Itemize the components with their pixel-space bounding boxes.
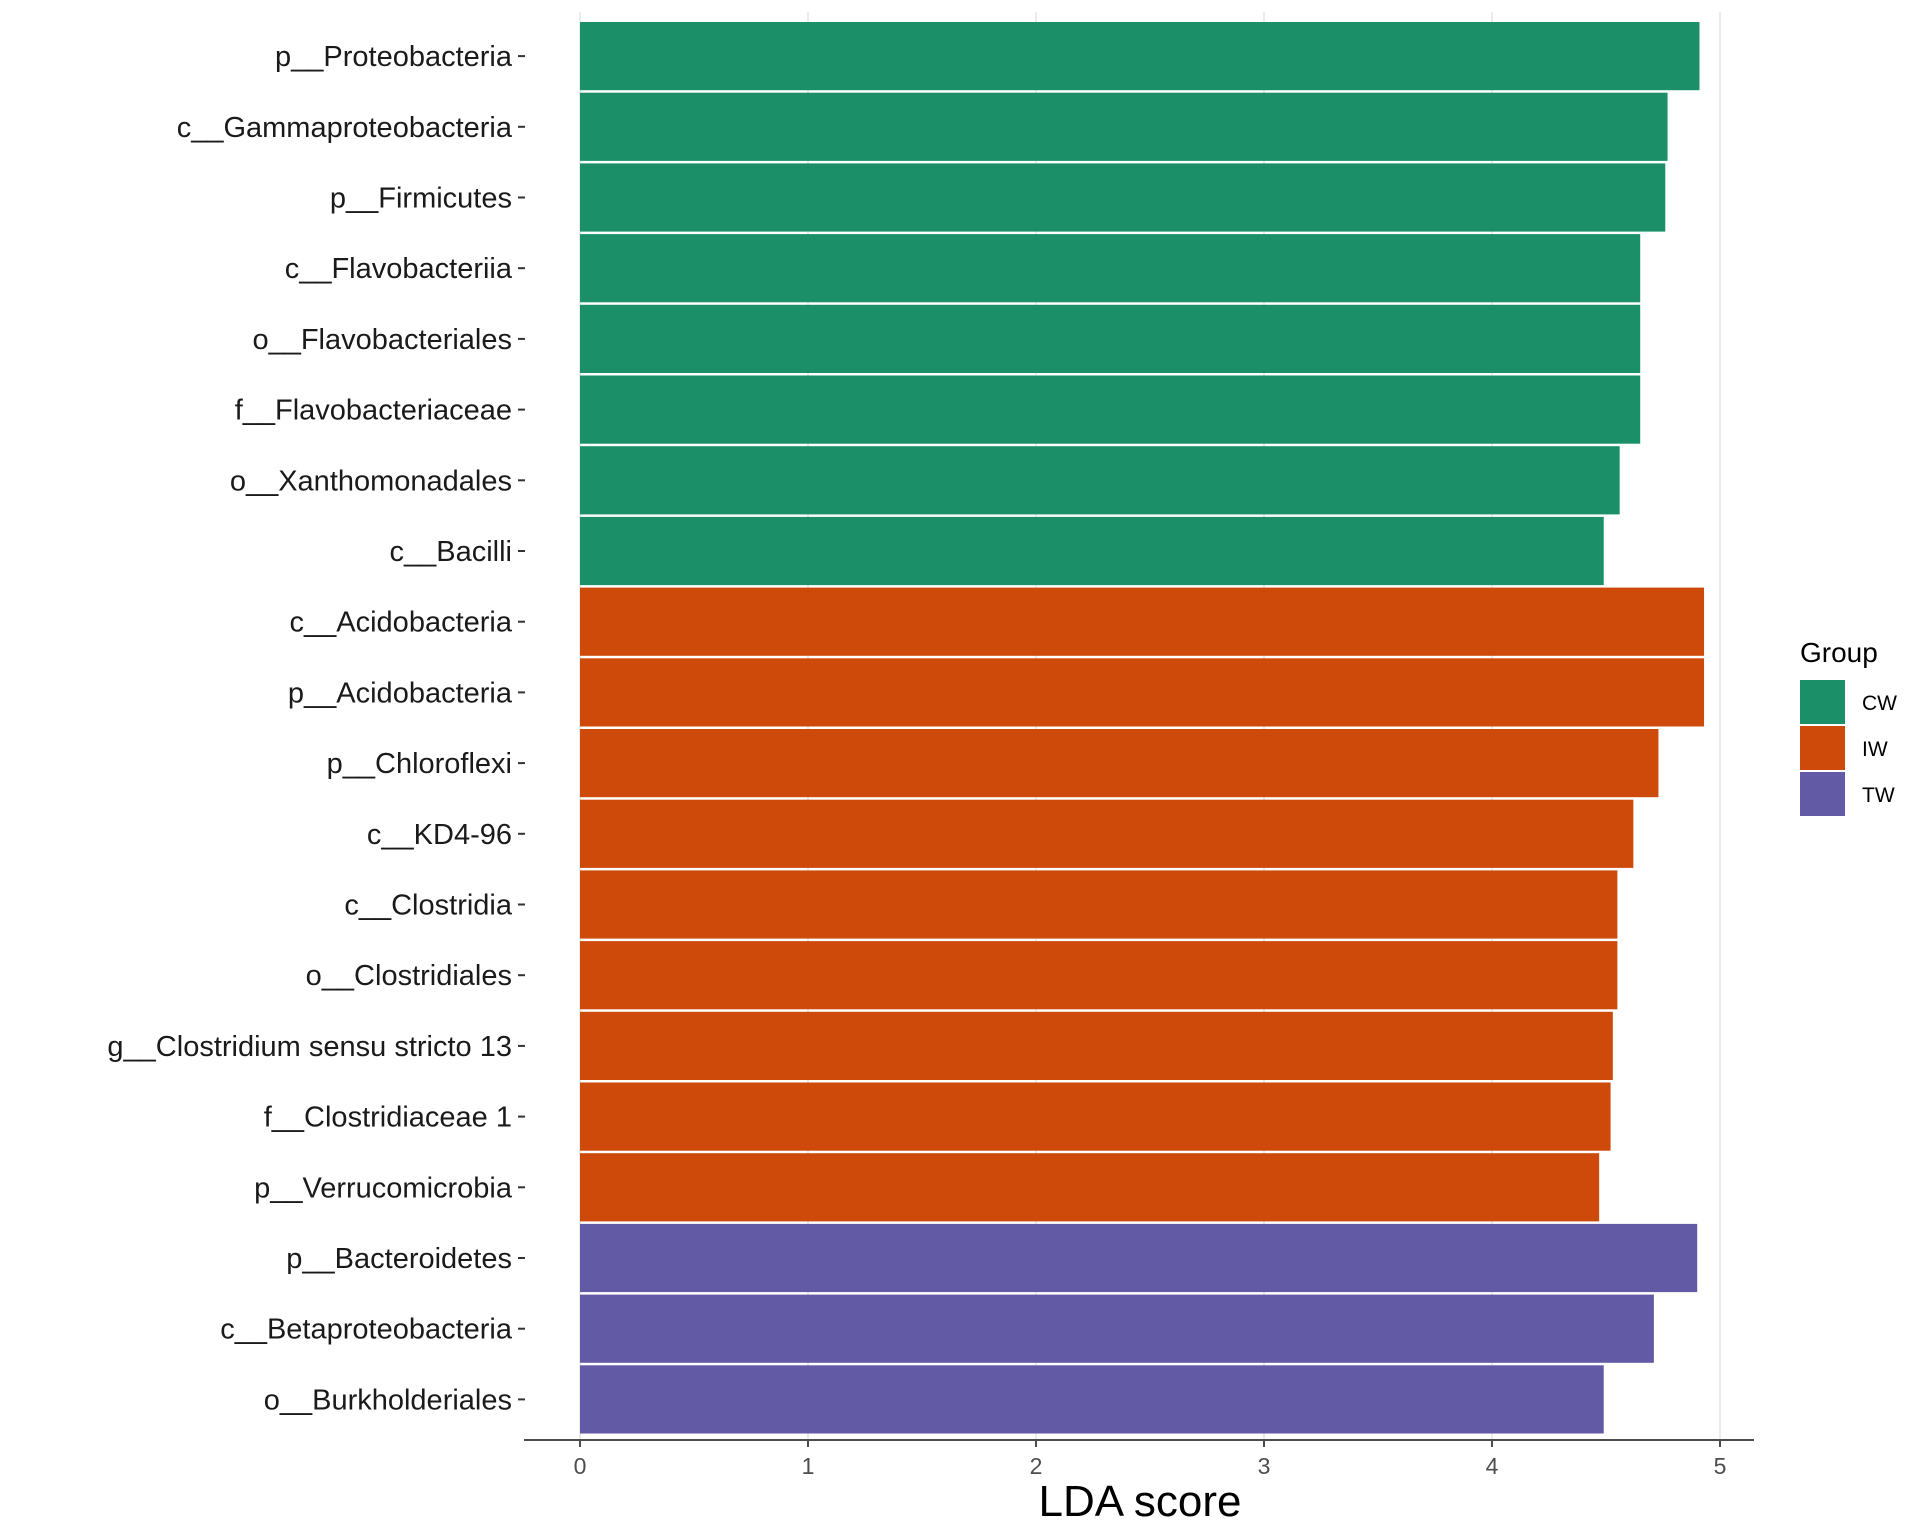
x-tick-label: 4: [1486, 1453, 1499, 1479]
y-tick-label: f__Clostridiaceae 1: [264, 1102, 512, 1134]
bar: [580, 92, 1668, 161]
bar: [580, 799, 1634, 868]
bar: [580, 941, 1618, 1010]
y-tick-label: p__Acidobacteria: [288, 677, 513, 709]
bar: [580, 729, 1659, 798]
y-tick-label: o__Flavobacteriales: [252, 324, 512, 356]
bar: [580, 1294, 1654, 1363]
x-tick-label: 2: [1030, 1453, 1043, 1479]
legend-swatch: [1800, 726, 1845, 770]
y-tick-label: p__Proteobacteria: [275, 41, 513, 73]
bar: [580, 1223, 1698, 1293]
y-tick-label: g__Clostridium sensu stricto 13: [107, 1031, 512, 1063]
x-tick-label: 3: [1258, 1453, 1271, 1479]
bar: [580, 163, 1666, 232]
y-tick-label: c__Betaproteobacteria: [220, 1314, 513, 1346]
legend-label: TW: [1862, 784, 1895, 807]
x-tick-label: 5: [1714, 1453, 1727, 1479]
bar: [580, 658, 1705, 727]
y-tick-label: f__Flavobacteriaceae: [235, 395, 512, 427]
y-tick-label: c__Flavobacteriia: [285, 253, 513, 285]
bars: [580, 22, 1705, 1434]
bar: [580, 587, 1705, 656]
bar: [580, 516, 1604, 586]
bar: [580, 375, 1641, 444]
bar: [580, 304, 1641, 373]
bar: [580, 22, 1700, 91]
legend-swatch: [1800, 772, 1845, 816]
x-axis: 0 1 2 3 4 5: [524, 1439, 1754, 1479]
bar: [580, 1365, 1604, 1434]
y-tick-label: p__Firmicutes: [330, 183, 512, 215]
y-axis-labels: p__Proteobacteria c__Gammaproteobacteriap…: [107, 41, 525, 1416]
legend: Group CW IW TW: [1800, 637, 1897, 816]
y-tick-label: o__Burkholderiales: [264, 1384, 512, 1416]
legend-label: IW: [1862, 738, 1888, 761]
bar: [580, 1082, 1611, 1151]
y-tick-label: c__Bacilli: [390, 536, 513, 568]
y-tick-label: p__Chloroflexi: [327, 748, 512, 780]
bar: [580, 446, 1620, 515]
y-tick-label: o__Clostridiales: [306, 960, 512, 992]
y-tick-label: o__Xanthomonadales: [230, 465, 512, 497]
bar: [580, 234, 1641, 303]
bar: [580, 870, 1618, 939]
y-tick-label: p__Verrucomicrobia: [254, 1172, 513, 1204]
y-tick-label: p__Bacteroidetes: [286, 1243, 512, 1275]
bar: [580, 1011, 1613, 1080]
legend-title: Group: [1800, 637, 1878, 668]
y-tick-label: c__Acidobacteria: [290, 607, 513, 639]
x-tick-label: 1: [802, 1453, 815, 1479]
y-tick-label: c__KD4-96: [367, 819, 512, 851]
x-axis-title: LDA score: [1039, 1477, 1242, 1526]
y-tick-label: c__Clostridia: [344, 890, 512, 922]
legend-swatch: [1800, 680, 1845, 724]
y-tick-label: c__Gammaproteobacteria: [177, 112, 513, 144]
x-tick-label: 0: [574, 1453, 587, 1479]
legend-label: CW: [1862, 692, 1897, 715]
bar: [580, 1153, 1600, 1222]
